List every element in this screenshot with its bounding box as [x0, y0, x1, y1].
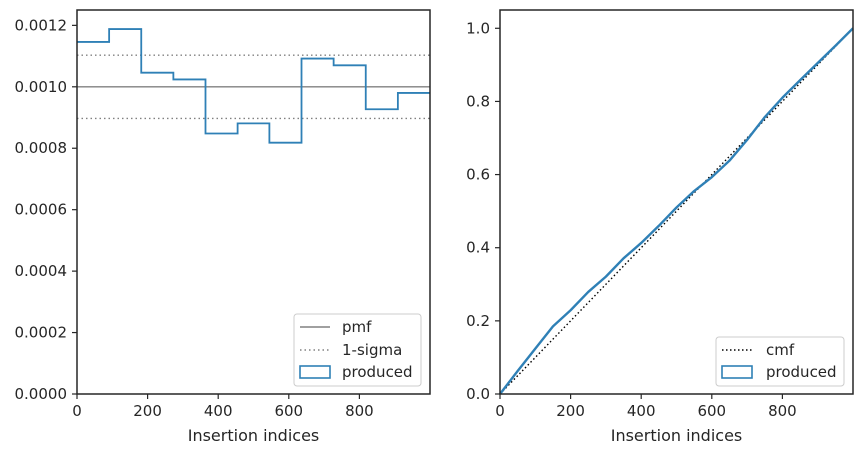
pmf-y-ticks: 0.0000 0.0002 0.0004 0.0006 0.0008 0.0010 0.00…	[15, 16, 77, 403]
produced-cumulative-line	[499, 27, 854, 395]
pmf-x-ticks: 0 200 400 600 800	[72, 394, 374, 420]
pmf-y-tick-label: 0.0012	[15, 16, 68, 34]
cmf-panel: 0.0 0.2 0.4 0.6 0.8 1.0 0 200 400 600 800 Inserti…	[466, 9, 854, 445]
pmf-legend-label-pmf: pmf	[342, 318, 372, 336]
pmf-x-tick-label: 400	[204, 402, 233, 420]
pmf-legend-label-produced: produced	[342, 363, 413, 381]
cmf-x-tick-label: 400	[627, 402, 656, 420]
cmf-legend-box	[715, 336, 845, 387]
cmf-x-axis-label: Insertion indices	[611, 426, 743, 445]
pmf-y-tick-label: 0.0004	[15, 262, 68, 280]
cmf-plot-marks	[499, 27, 854, 395]
pmf-y-tick-label: 0.0008	[15, 139, 68, 157]
cmf-y-tick-label: 0.2	[466, 312, 490, 330]
cmf-line	[499, 27, 854, 395]
produced-histogram-step	[77, 28, 430, 144]
cmf-x-ticks: 0 200 400 600 800	[495, 394, 797, 420]
pmf-panel: 0.0000 0.0002 0.0004 0.0006 0.0008 0.0010 0.00…	[15, 9, 431, 445]
cmf-x-tick-label: 0	[495, 402, 505, 420]
cmf-x-tick-label: 600	[697, 402, 726, 420]
cmf-legend-label-cmf: cmf	[766, 341, 795, 359]
cmf-y-tick-label: 0.8	[466, 92, 490, 110]
pmf-x-axis-label: Insertion indices	[188, 426, 320, 445]
cmf-legend: cmf produced	[715, 336, 845, 387]
pmf-y-tick-label: 0.0000	[15, 385, 68, 403]
cmf-y-tick-label: 0.4	[466, 239, 490, 257]
pmf-plot-marks	[77, 28, 430, 144]
pmf-x-tick-label: 200	[133, 402, 162, 420]
pmf-legend-swatch-produced	[299, 365, 331, 379]
pmf-x-tick-label: 800	[345, 402, 374, 420]
cmf-y-tick-label: 0.0	[466, 385, 490, 403]
cmf-y-ticks: 0.0 0.2 0.4 0.6 0.8 1.0	[466, 19, 500, 403]
cmf-x-tick-label: 800	[768, 402, 797, 420]
pmf-legend-box	[293, 313, 422, 387]
cmf-y-tick-label: 1.0	[466, 19, 490, 37]
pmf-y-tick-label: 0.0002	[15, 324, 68, 342]
cmf-y-tick-label: 0.6	[466, 166, 490, 184]
cmf-legend-swatch-produced	[721, 365, 753, 379]
pmf-legend: pmf 1-sigma produced	[293, 313, 422, 387]
cmf-legend-label-produced: produced	[766, 363, 837, 381]
pmf-y-tick-label: 0.0010	[15, 78, 68, 96]
cmf-axes-frame	[499, 9, 854, 395]
pmf-x-tick-label: 0	[72, 402, 82, 420]
pmf-axes-frame	[76, 9, 431, 395]
pmf-x-tick-label: 600	[274, 402, 303, 420]
pmf-legend-label-sigma: 1-sigma	[342, 341, 402, 359]
pmf-y-tick-label: 0.0006	[15, 201, 68, 219]
cmf-x-tick-label: 200	[556, 402, 585, 420]
